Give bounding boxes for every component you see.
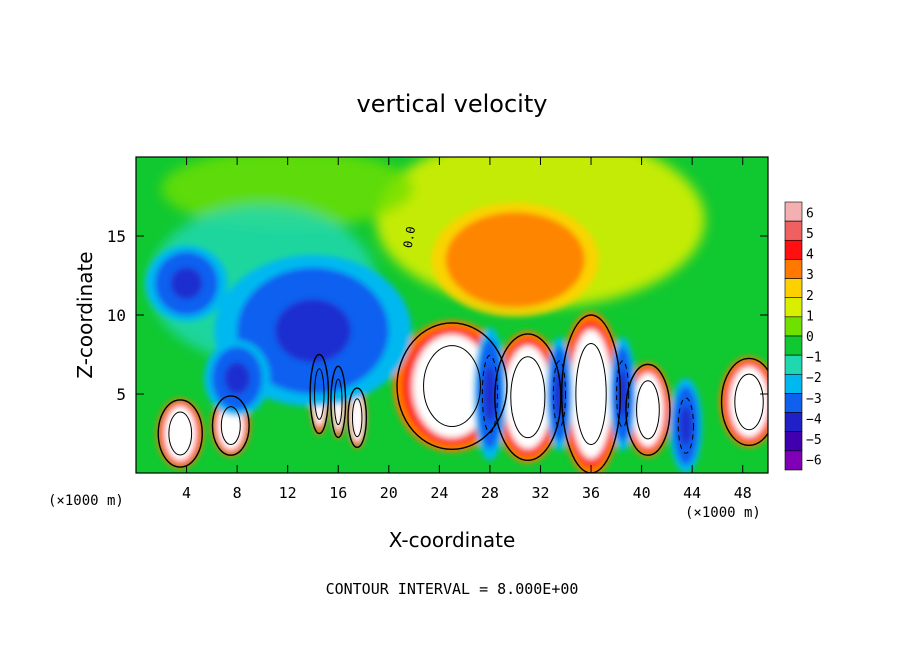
velocity-field [136, 157, 768, 473]
colorbar-label: 3 [806, 268, 814, 283]
colorbar-swatch [784, 297, 803, 318]
colorbar-swatch [784, 393, 803, 413]
contour-line [625, 363, 671, 456]
contour-line [423, 345, 481, 428]
updraft-core [730, 367, 768, 437]
colorbar-swatch [784, 316, 803, 337]
contour-line-dashed [616, 360, 630, 428]
x-tick-label: 8 [233, 484, 242, 502]
y-axis: 5 10 15 [107, 227, 768, 404]
x-tick-label: 36 [582, 484, 600, 502]
downdraft-center [483, 366, 497, 422]
colorbar-label: −4 [806, 412, 822, 427]
colorbar-swatch [784, 450, 803, 471]
colorbar-label: 6 [806, 206, 814, 221]
colorbar-label: −5 [806, 433, 822, 448]
updraft-core [414, 335, 490, 437]
colorbar-label: 2 [806, 289, 814, 304]
colorbar-label: 4 [806, 248, 814, 263]
colorbar-label: 0 [806, 330, 814, 345]
contour-line [314, 368, 325, 420]
x-tick-label: 44 [683, 484, 701, 502]
colorbar-label: −1 [806, 351, 822, 366]
x-tick-label: 24 [430, 484, 448, 502]
contour-lines: 0.0 [157, 225, 768, 473]
colorbar-swatch [784, 431, 803, 452]
colorbar-label: 1 [806, 309, 814, 324]
colorbar-swatch [784, 201, 803, 222]
contour-line [561, 314, 622, 473]
contour-line [330, 365, 347, 439]
y-tick-label: 15 [107, 227, 126, 246]
contour-line [510, 356, 546, 439]
colorbar-swatch [784, 220, 803, 241]
x-tick-label: 20 [380, 484, 398, 502]
colorbar-swatch [784, 239, 803, 260]
contour-line [720, 357, 768, 447]
colorbar-swatch [784, 335, 803, 356]
x-units-left: (×1000 m) [48, 493, 124, 509]
colorbar-swatch [784, 412, 803, 433]
contour-line [396, 322, 508, 450]
contour-line [211, 395, 250, 456]
downdraft-center [170, 267, 203, 300]
contour-line [157, 399, 203, 468]
contour-label: 0.0 [401, 225, 419, 249]
downdraft-center [224, 362, 250, 395]
warm-core [445, 212, 585, 308]
contour-line [220, 406, 241, 446]
chart-title: vertical velocity [357, 90, 548, 118]
colorbar-label: 5 [806, 227, 814, 242]
downdraft-center [275, 299, 351, 363]
x-tick-label: 16 [329, 484, 347, 502]
x-tick-label: 28 [481, 484, 499, 502]
updraft-core [350, 394, 364, 442]
contour-interval-note: CONTOUR INTERVAL = 8.000E+00 [326, 580, 579, 598]
y-tick-label: 5 [116, 385, 126, 404]
colorbar-swatch [784, 259, 803, 279]
contour-line [351, 398, 363, 438]
updraft-core [165, 406, 196, 461]
contour-line [575, 342, 607, 446]
updraft-core [570, 330, 612, 458]
contour-line [636, 380, 660, 440]
y-tick-label: 10 [107, 306, 126, 325]
colorbar-label: −6 [806, 454, 822, 469]
updraft-core [505, 346, 551, 448]
updraft-core [632, 373, 664, 447]
x-tick-label: 12 [279, 484, 297, 502]
x-tick-label: 4 [182, 484, 191, 502]
colorbar-swatch [784, 373, 803, 394]
x-tick-label: 32 [531, 484, 549, 502]
contour-line [347, 387, 368, 449]
contour-line-dashed [677, 397, 694, 454]
colorbar-label: −2 [806, 371, 822, 386]
contour-line [309, 353, 330, 435]
colorbar-label: −3 [806, 392, 822, 407]
colorbar: 6 5 4 3 2 1 0 −1 −2 −3 −4 −5 −6 [784, 201, 822, 471]
contour-line [494, 333, 562, 462]
x-units-right: (×1000 m) [685, 505, 761, 521]
contour-line-dashed [552, 360, 567, 428]
colorbar-swatch [784, 278, 803, 299]
contour-line [333, 378, 343, 426]
downdraft-center [679, 405, 693, 446]
colorbar-swatch [784, 354, 803, 375]
x-axis-label: X-coordinate [389, 528, 516, 552]
x-tick-label: 48 [734, 484, 752, 502]
contour-line-dashed [481, 354, 499, 434]
x-axis: 4 8 12 16 20 24 28 32 36 40 44 48 [182, 157, 752, 502]
y-axis-label: Z-coordinate [73, 251, 97, 378]
contour-line [168, 411, 193, 456]
x-tick-label: 40 [633, 484, 651, 502]
contour-line [734, 373, 764, 431]
